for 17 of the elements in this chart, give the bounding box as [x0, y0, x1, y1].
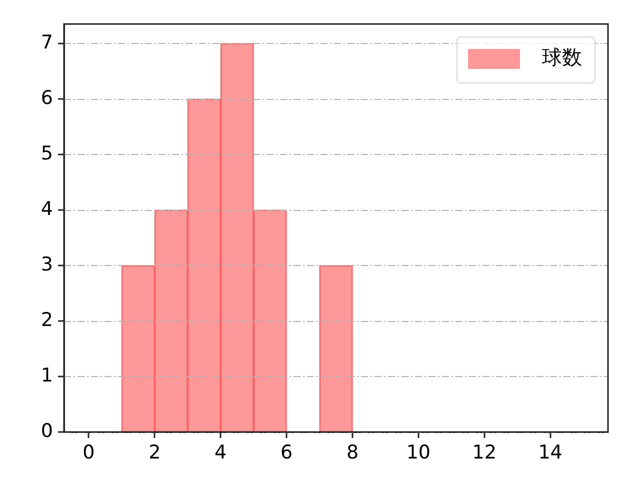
y-tick-label: 5 [40, 142, 53, 164]
y-tick-label: 0 [40, 420, 53, 442]
x-tick-label: 8 [346, 441, 359, 464]
y-tick-label: 4 [40, 198, 53, 220]
y-tick-label: 6 [40, 86, 53, 109]
x-tick-label: 12 [472, 441, 496, 464]
y-tick-label: 3 [40, 253, 53, 276]
x-tick-label: 2 [148, 441, 161, 464]
y-tick-label: 1 [40, 364, 53, 386]
x-tick-label: 0 [82, 441, 95, 464]
x-tick-label: 4 [214, 441, 227, 464]
x-tick-label: 6 [280, 441, 293, 464]
y-tick-label: 2 [40, 308, 53, 331]
x-tick-label: 10 [406, 441, 431, 464]
legend-label: 球数 [542, 45, 582, 70]
y-tick-label: 7 [40, 31, 53, 54]
x-tick-label: 14 [538, 441, 562, 464]
